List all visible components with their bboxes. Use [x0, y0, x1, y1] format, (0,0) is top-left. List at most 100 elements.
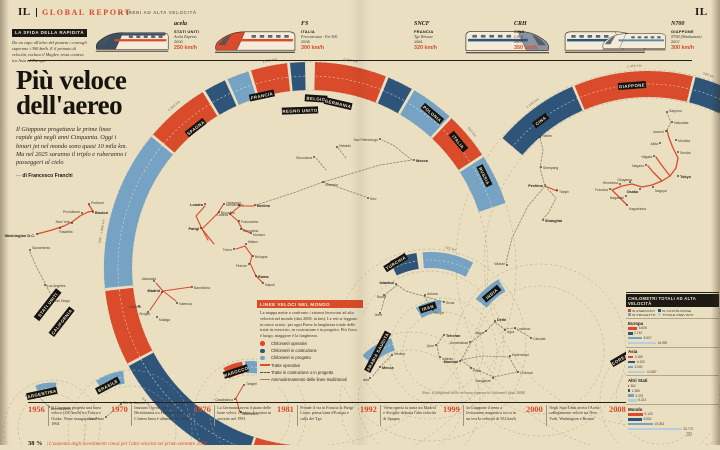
trains-baseline — [28, 60, 692, 62]
stats-bar-value: 15.083 — [654, 422, 665, 427]
ring-cina-giappone-segment-constr-2 — [688, 77, 720, 114]
city-dot-usa-nordest-4 — [92, 211, 94, 213]
city-label-giappone-12: Hiroshima — [603, 181, 618, 185]
city-label-india-8: Hyderabad — [512, 353, 529, 357]
stats-bar-value: 2.744 — [634, 331, 642, 336]
city-dot-europa-reti-7 — [191, 286, 193, 288]
stats-bar-totale-previsto — [628, 370, 646, 373]
ring-europa-usa-segment-constr-10 — [377, 77, 412, 114]
city-label-europa-est-1: Mosca — [416, 159, 429, 163]
city-label-europa-reti-11: Colonia — [217, 213, 229, 217]
city-label-europa-est-0: Varsavia — [325, 183, 338, 187]
country-label-box-11 — [617, 81, 647, 90]
train-window — [650, 36, 655, 39]
timeline-text: Viene aperta la tratta tra Madrid e Sivi… — [379, 405, 438, 427]
ring-europa-usa-tick-5: 500 - 1.000 km — [98, 219, 106, 244]
legend-swatch-dot — [260, 355, 265, 361]
city-dot-marocco-0 — [243, 384, 245, 386]
country-label-box-16 — [222, 364, 249, 379]
legend-item-4: Tratte in costruzione o in progetto — [257, 369, 363, 376]
train-year: 2007 — [671, 39, 680, 44]
stats-bar-totale-previsto — [628, 399, 637, 402]
train-card-stati-uniti: acela STATI UNITI Acela Express 2000 250 km/… — [93, 19, 221, 61]
network-giappone-progetti-line-0 — [666, 112, 672, 131]
country-label-argentina: ARGENTINA — [26, 386, 58, 401]
train-logo: FS — [301, 21, 309, 27]
city-dot-usa-nordest-0 — [36, 233, 38, 235]
city-label-giappone-10: Osaka — [627, 190, 639, 194]
country-label-text-4: REGNO UNITO — [282, 108, 318, 114]
city-label-europa-reti-8: Valladolid — [142, 277, 157, 281]
legend-item-label: Tratte in costruzione o in progetto — [271, 369, 334, 375]
stats-legend-swatch — [658, 309, 662, 312]
city-label-europa-reti-13: Stoccarda — [243, 229, 258, 233]
stats-bar-in-progetto — [628, 337, 643, 340]
train-window — [267, 35, 273, 38]
city-dot-india-4 — [469, 341, 471, 343]
city-dot-turchia-2 — [424, 294, 426, 296]
train-country: CINA — [514, 29, 525, 34]
city-label-india-6: Mumbai — [444, 360, 458, 364]
footer-stat: 38 % | L'aumento degli investimenti cine… — [28, 432, 207, 450]
legend-item-2: Chilometri in progetto — [257, 354, 363, 361]
legend-item-1: Chilometri in costruzione — [257, 347, 363, 354]
city-dot-india-3 — [485, 330, 487, 332]
train-window — [143, 35, 148, 39]
city-label-marocco-1: Casablanca — [215, 398, 233, 402]
network-cina: Pechino Tianjin Harbin Shenyang Shanghai Wuha… — [494, 134, 569, 266]
train-window — [579, 35, 584, 38]
network-europa-reti-line-8 — [229, 213, 251, 234]
city-dot-turchia-0 — [395, 283, 397, 285]
city-label-giappone-0: Sapporo — [669, 109, 682, 113]
city-label-usa-nordest-5: Portland — [91, 201, 104, 205]
city-dot-giappone-14 — [625, 195, 627, 197]
ring-iran-centerline — [418, 305, 442, 314]
country-label-box-17 — [94, 376, 121, 395]
country-label-text-6: GERMANIA — [324, 98, 351, 109]
kicker-body: Da un capo all'altro del pianeta i convo… — [12, 40, 87, 63]
city-label-europa-reti-7: Barcellona — [194, 286, 210, 290]
network-india-line-1 — [460, 321, 496, 361]
footer: 38 % | L'aumento degli investimenti cine… — [28, 432, 692, 450]
legend-item-label: Chilometri in progetto — [271, 355, 311, 361]
stats-bar-in-progetto — [628, 365, 633, 369]
city-dot-giappone-3 — [659, 142, 661, 144]
train-window — [251, 35, 257, 38]
country-label-iran: IRAN — [418, 301, 438, 314]
legend-item-label: Chilometri in costruzione — [271, 348, 317, 354]
stats-bar-row: 2.744 — [628, 331, 717, 335]
city-label-turchia-4: Konya — [434, 311, 444, 315]
city-dot-india-5 — [530, 337, 532, 339]
stats-legend-label: IN COSTRUZIONE — [662, 308, 692, 313]
city-dot-arabia-saudita-0 — [391, 354, 393, 356]
train-logo: CRH — [514, 21, 527, 27]
network-usa-nordest: Washington D.C. Filadelfia New York Provide… — [5, 201, 109, 238]
city-label-iran-1: Qom — [427, 344, 435, 348]
legend-item-label: Chilometri operativi — [271, 341, 307, 347]
network-india-line-3 — [508, 356, 518, 372]
legend-swatch-line — [260, 364, 270, 366]
ring-europa-usa-segment-op-7 — [251, 63, 291, 98]
stats-legend-label: IN PROGETTO — [632, 312, 656, 317]
legend-item-0: Chilometri operativi — [257, 340, 363, 347]
train-body-group — [602, 33, 666, 51]
city-label-europa-reti-10: Amsterdam — [226, 203, 244, 207]
city-label-iran-2: Isfahan — [442, 357, 453, 361]
network-usa-california-line-0 — [29, 251, 53, 298]
country-label-box-14 — [481, 284, 502, 303]
city-dot-giappone-10 — [639, 188, 641, 190]
ring-iran-guide-0 — [402, 311, 484, 393]
train-model: Frecciarossa - Etr 500 — [301, 34, 338, 39]
city-label-giappone-9: Nagoya — [655, 189, 667, 193]
ring-cina-giappone-tick-0: 1.100 km — [525, 97, 539, 109]
legend-swatch-dashline — [260, 371, 270, 373]
network-india-line-2 — [460, 355, 510, 361]
city-dot-india-7 — [470, 367, 472, 369]
network-india-line-6 — [513, 327, 531, 338]
train-windshield — [98, 35, 111, 45]
train-window — [472, 34, 477, 38]
section-topic: — TRENI AD ALTA VELOCITÀ — [118, 10, 197, 15]
city-dot-india-2 — [514, 327, 516, 329]
train-year: 2008 — [301, 39, 310, 44]
